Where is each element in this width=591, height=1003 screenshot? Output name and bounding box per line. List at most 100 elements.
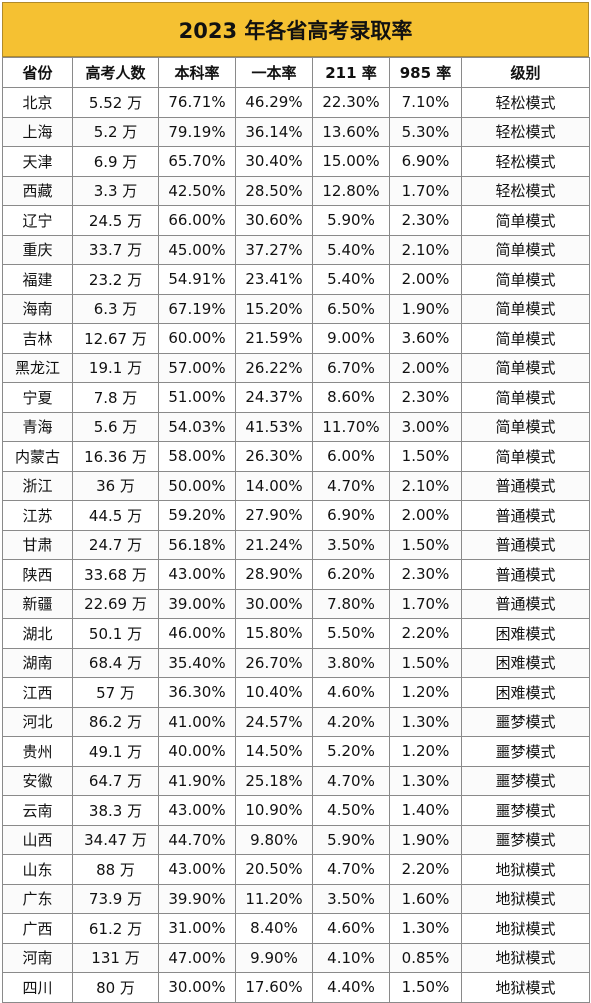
cell-examinees: 131 万 xyxy=(72,942,159,973)
sheet-title: 2023 年各省高考录取率 xyxy=(2,2,589,57)
cell-examinees: 33.7 万 xyxy=(72,234,159,265)
cell-bachelor-rate: 66.00% xyxy=(158,205,236,236)
cell-province: 辽宁 xyxy=(2,205,73,236)
cell-level: 地狱模式 xyxy=(461,883,590,914)
cell-examinees: 24.5 万 xyxy=(72,205,159,236)
cell-bachelor-rate: 44.70% xyxy=(158,824,236,855)
cell-examinees: 6.9 万 xyxy=(72,146,159,177)
cell-bachelor-rate: 54.91% xyxy=(158,264,236,295)
cell-province: 江苏 xyxy=(2,500,73,531)
table-row: 河北 86.2 万 41.00% 24.57% 4.20% 1.30% 噩梦模式 xyxy=(2,706,590,737)
cell-bachelor-rate: 45.00% xyxy=(158,234,236,265)
cell-985-rate: 2.00% xyxy=(389,264,462,295)
cell-211-rate: 22.30% xyxy=(312,87,390,118)
table-row: 安徽 64.7 万 41.90% 25.18% 4.70% 1.30% 噩梦模式 xyxy=(2,765,590,796)
cell-tier1-rate: 11.20% xyxy=(235,883,313,914)
cell-211-rate: 5.90% xyxy=(312,824,390,855)
cell-level: 地狱模式 xyxy=(461,854,590,885)
cell-985-rate: 1.40% xyxy=(389,795,462,826)
cell-province: 江西 xyxy=(2,677,73,708)
cell-examinees: 24.7 万 xyxy=(72,529,159,560)
table-row: 西藏 3.3 万 42.50% 28.50% 12.80% 1.70% 轻松模式 xyxy=(2,175,590,206)
cell-examinees: 57 万 xyxy=(72,677,159,708)
cell-province: 甘肃 xyxy=(2,529,73,560)
cell-tier1-rate: 17.60% xyxy=(235,972,313,1003)
table-row: 天津 6.9 万 65.70% 30.40% 15.00% 6.90% 轻松模式 xyxy=(2,146,590,177)
cell-tier1-rate: 10.90% xyxy=(235,795,313,826)
cell-examinees: 16.36 万 xyxy=(72,441,159,472)
cell-tier1-rate: 21.24% xyxy=(235,529,313,560)
cell-bachelor-rate: 36.30% xyxy=(158,677,236,708)
table-row: 吉林 12.67 万 60.00% 21.59% 9.00% 3.60% 简单模式 xyxy=(2,323,590,354)
cell-examinees: 34.47 万 xyxy=(72,824,159,855)
cell-level: 简单模式 xyxy=(461,411,590,442)
table-body: 北京 5.52 万 76.71% 46.29% 22.30% 7.10% 轻松模式 上海 5.2… xyxy=(2,87,590,1003)
cell-985-rate: 0.85% xyxy=(389,942,462,973)
cell-985-rate: 2.30% xyxy=(389,205,462,236)
cell-examinees: 80 万 xyxy=(72,972,159,1003)
cell-tier1-rate: 46.29% xyxy=(235,87,313,118)
cell-211-rate: 4.70% xyxy=(312,854,390,885)
cell-bachelor-rate: 41.00% xyxy=(158,706,236,737)
cell-level: 噩梦模式 xyxy=(461,765,590,796)
cell-level: 噩梦模式 xyxy=(461,706,590,737)
cell-985-rate: 6.90% xyxy=(389,146,462,177)
cell-province: 湖北 xyxy=(2,618,73,649)
cell-tier1-rate: 41.53% xyxy=(235,411,313,442)
cell-level: 轻松模式 xyxy=(461,146,590,177)
cell-level: 噩梦模式 xyxy=(461,824,590,855)
cell-examinees: 86.2 万 xyxy=(72,706,159,737)
cell-bachelor-rate: 58.00% xyxy=(158,441,236,472)
table-row: 甘肃 24.7 万 56.18% 21.24% 3.50% 1.50% 普通模式 xyxy=(2,529,590,560)
cell-bachelor-rate: 40.00% xyxy=(158,736,236,767)
cell-211-rate: 3.80% xyxy=(312,647,390,678)
cell-bachelor-rate: 35.40% xyxy=(158,647,236,678)
cell-211-rate: 6.50% xyxy=(312,293,390,324)
cell-province: 山东 xyxy=(2,854,73,885)
cell-985-rate: 1.90% xyxy=(389,293,462,324)
table-row: 辽宁 24.5 万 66.00% 30.60% 5.90% 2.30% 简单模式 xyxy=(2,205,590,236)
cell-province: 宁夏 xyxy=(2,382,73,413)
cell-province: 天津 xyxy=(2,146,73,177)
cell-tier1-rate: 21.59% xyxy=(235,323,313,354)
cell-examinees: 22.69 万 xyxy=(72,588,159,619)
cell-level: 普通模式 xyxy=(461,529,590,560)
cell-bachelor-rate: 46.00% xyxy=(158,618,236,649)
cell-province: 安徽 xyxy=(2,765,73,796)
cell-985-rate: 1.50% xyxy=(389,529,462,560)
table-row: 广东 73.9 万 39.90% 11.20% 3.50% 1.60% 地狱模式 xyxy=(2,883,590,914)
cell-province: 青海 xyxy=(2,411,73,442)
cell-211-rate: 6.20% xyxy=(312,559,390,590)
cell-examinees: 38.3 万 xyxy=(72,795,159,826)
cell-211-rate: 6.00% xyxy=(312,441,390,472)
cell-985-rate: 2.10% xyxy=(389,470,462,501)
cell-tier1-rate: 24.57% xyxy=(235,706,313,737)
cell-985-rate: 1.60% xyxy=(389,883,462,914)
cell-examinees: 61.2 万 xyxy=(72,913,159,944)
cell-tier1-rate: 24.37% xyxy=(235,382,313,413)
cell-tier1-rate: 28.90% xyxy=(235,559,313,590)
cell-tier1-rate: 14.00% xyxy=(235,470,313,501)
header-province: 省份 xyxy=(2,57,73,88)
cell-tier1-rate: 28.50% xyxy=(235,175,313,206)
table-row: 重庆 33.7 万 45.00% 37.27% 5.40% 2.10% 简单模式 xyxy=(2,234,590,265)
cell-examinees: 68.4 万 xyxy=(72,647,159,678)
cell-examinees: 50.1 万 xyxy=(72,618,159,649)
cell-examinees: 44.5 万 xyxy=(72,500,159,531)
cell-tier1-rate: 30.40% xyxy=(235,146,313,177)
cell-level: 普通模式 xyxy=(461,500,590,531)
cell-bachelor-rate: 67.19% xyxy=(158,293,236,324)
table-row: 贵州 49.1 万 40.00% 14.50% 5.20% 1.20% 噩梦模式 xyxy=(2,736,590,767)
cell-211-rate: 3.50% xyxy=(312,529,390,560)
cell-211-rate: 8.60% xyxy=(312,382,390,413)
table-row: 河南 131 万 47.00% 9.90% 4.10% 0.85% 地狱模式 xyxy=(2,942,590,973)
cell-province: 四川 xyxy=(2,972,73,1003)
cell-province: 黑龙江 xyxy=(2,352,73,383)
cell-bachelor-rate: 76.71% xyxy=(158,87,236,118)
cell-211-rate: 6.90% xyxy=(312,500,390,531)
cell-985-rate: 2.20% xyxy=(389,618,462,649)
cell-211-rate: 5.90% xyxy=(312,205,390,236)
cell-level: 普通模式 xyxy=(461,559,590,590)
cell-level: 地狱模式 xyxy=(461,913,590,944)
cell-211-rate: 9.00% xyxy=(312,323,390,354)
